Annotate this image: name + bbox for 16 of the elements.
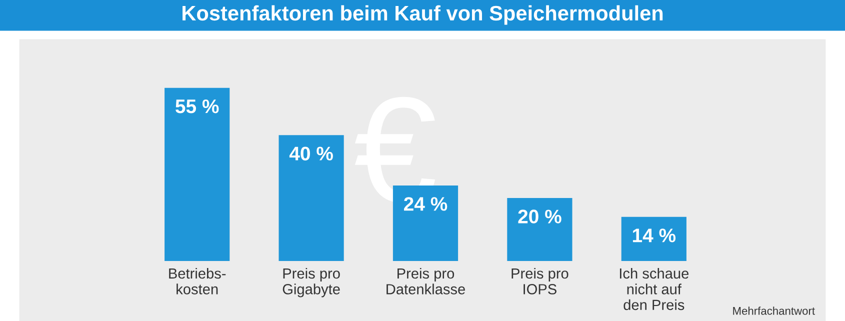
bar [621, 216, 686, 261]
x-tick-label: Ich schaue nicht auf den Preis [620, 268, 689, 310]
bar [278, 135, 344, 261]
data-label: 55 % [176, 100, 219, 114]
x-tick-label: Betriebs- kosten [169, 268, 226, 294]
data-label: 24 % [404, 197, 448, 211]
bar [507, 198, 572, 261]
data-label: 40 % [289, 146, 333, 160]
x-tick-label: Preis pro Gigabyte [282, 268, 340, 298]
data-label: 14 % [632, 228, 676, 242]
bar [164, 88, 230, 261]
x-tick-label: Preis pro Datenklasse [386, 268, 465, 294]
data-label: 20 % [518, 210, 562, 224]
text: Mehrfachantwort [733, 306, 815, 315]
x-tick-label: Preis pro IOPS [512, 268, 568, 294]
chart-title: Kostenfaktoren beim Kauf von Speichermodulen [182, 5, 663, 25]
